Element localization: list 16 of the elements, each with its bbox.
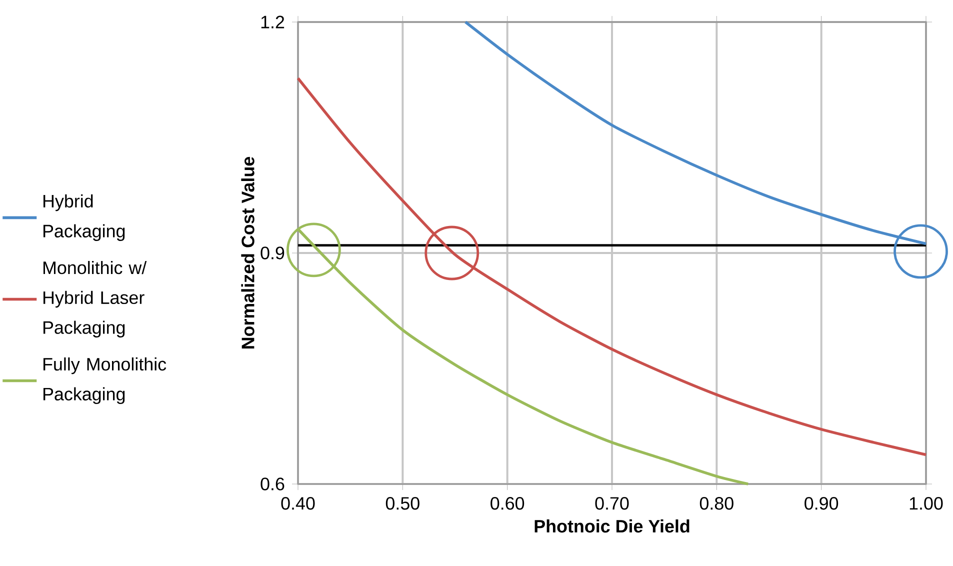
x-tick-label: 0.60: [490, 497, 524, 510]
y-axis-title: Normalized Cost Value: [241, 156, 254, 348]
y-tick-label: 0.6: [260, 478, 284, 490]
x-tick-label: 0.40: [281, 497, 315, 510]
legend-label: Monolithic w/ Hybrid Laser Packaging: [43, 260, 147, 338]
y-tick-label: 0.9: [260, 246, 284, 260]
x-tick-label: 1.00: [910, 497, 943, 510]
x-axis-title: Photnoic Die Yield: [534, 519, 690, 533]
line-series: [296, 76, 928, 456]
x-tick-label: 0.90: [804, 497, 838, 510]
x-tick-label: 0.70: [595, 497, 629, 510]
legend-label: Hybrid Packaging: [43, 194, 125, 241]
x-tick-label: 0.80: [700, 497, 734, 510]
legend-label: Fully Monolithic Packaging: [43, 357, 166, 404]
x-tick-label: 0.50: [386, 497, 420, 510]
y-tick-label: 1.2: [261, 16, 284, 28]
